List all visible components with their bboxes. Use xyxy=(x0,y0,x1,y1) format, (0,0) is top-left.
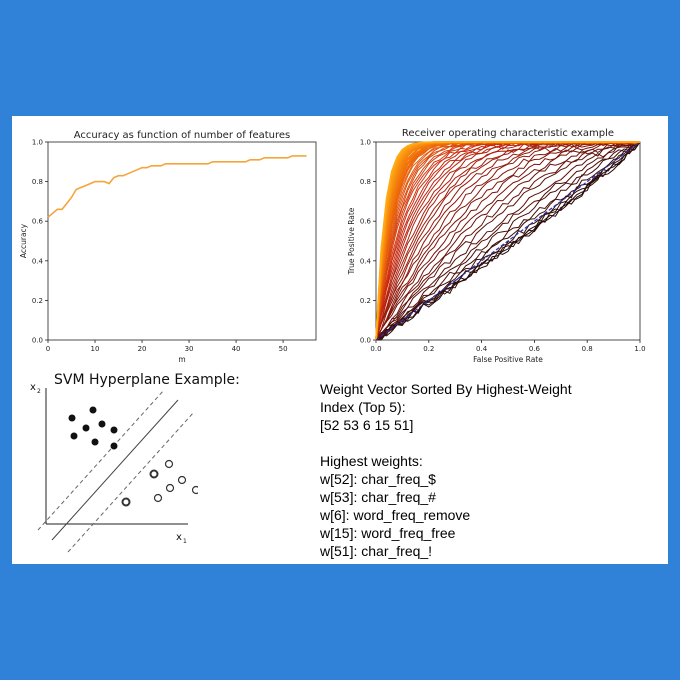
acc-x-tick-label: 40 xyxy=(232,345,241,353)
slide: Accuracy as function of number of featur… xyxy=(12,116,668,564)
roc-curve xyxy=(375,141,641,341)
roc-curve xyxy=(375,141,640,341)
roc-y-tick-label: 0.8 xyxy=(360,178,371,186)
acc-x-tick-label: 30 xyxy=(185,345,194,353)
hyperplane xyxy=(51,399,179,541)
roc-y-tick-label: 0.4 xyxy=(360,257,372,265)
roc-x-axis-label: False Positive Rate xyxy=(473,355,543,364)
roc-y-tick-label: 0.0 xyxy=(360,337,371,345)
acc-y-tick-label: 0.2 xyxy=(32,297,43,305)
acc-y-tick-label: 0.4 xyxy=(32,257,44,265)
roc-chart-title: Receiver operating characteristic exampl… xyxy=(401,128,615,139)
acc-x-tick-label: 0 xyxy=(46,345,50,353)
roc-curve xyxy=(375,141,641,341)
weights-subheading: Highest weights: xyxy=(320,453,423,469)
roc-x-tick-label: 0.4 xyxy=(476,345,488,353)
roc-curve xyxy=(375,141,641,341)
roc-curve xyxy=(375,141,640,341)
x1-axis-label: x xyxy=(176,532,182,543)
acc-y-tick-label: 1.0 xyxy=(32,139,43,147)
roc-curve xyxy=(375,141,641,341)
acc-x-tick-label: 10 xyxy=(91,345,100,353)
roc-chance-diagonal xyxy=(375,141,641,341)
x1-axis-sub: 1 xyxy=(183,538,187,545)
weights-panel: Weight Vector Sorted By Highest-Weight I… xyxy=(320,380,660,560)
roc-y-tick-label: 0.2 xyxy=(360,297,371,305)
roc-curve xyxy=(375,141,640,341)
acc-x-axis-label: m xyxy=(178,355,185,364)
acc-y-axis-label: Accuracy xyxy=(19,223,28,258)
roc-x-tick-label: 1.0 xyxy=(634,345,645,353)
acc-x-tick-label: 20 xyxy=(138,345,147,353)
svm-title: SVM Hyperplane Example: xyxy=(54,372,240,388)
margin-upper xyxy=(37,389,165,531)
acc-y-tick-label: 0.0 xyxy=(32,337,43,345)
roc-y-axis-label: True Positive Rate xyxy=(347,207,356,275)
roc-y-tick-label: 1.0 xyxy=(360,139,371,147)
class-open-points xyxy=(121,459,198,507)
weight-item: w[52]: char_freq_$ xyxy=(320,471,436,487)
roc-curve xyxy=(375,141,641,341)
x2-axis-label: x xyxy=(30,382,36,393)
roc-chart: 0.0 0.2 0.4 0.6 0.8 1.0 0.0 0.2 0.4 0.6 0.8 1.0 Fals… xyxy=(347,139,646,365)
weights-index-line: [52 53 6 15 51] xyxy=(320,417,414,433)
roc-x-tick-label: 0.8 xyxy=(582,345,593,353)
acc-y-tick-label: 0.8 xyxy=(32,178,43,186)
roc-x-tick-label: 0.6 xyxy=(529,345,541,353)
class-filled-points xyxy=(68,406,118,450)
accuracy-chart-title: Accuracy as function of number of featur… xyxy=(73,130,291,141)
roc-curve xyxy=(376,141,641,341)
acc-x-tick-label: 50 xyxy=(279,345,288,353)
margin-lower xyxy=(67,411,195,553)
accuracy-chart: 0 10 20 30 40 50 0.0 0.2 0.4 0.6 0.8 1.0 m Accuracy xyxy=(19,139,317,364)
weights-heading-line2: Index (Top 5): xyxy=(320,399,406,415)
weight-item: w[53]: char_freq_# xyxy=(320,489,436,505)
acc-plot-frame xyxy=(47,141,317,341)
roc-y-tick-label: 0.6 xyxy=(360,218,372,226)
roc-curve xyxy=(375,141,640,341)
weight-item: w[15]: word_freq_free xyxy=(320,525,456,541)
weight-item: w[6]: word_freq_remove xyxy=(320,507,471,523)
x2-axis-sub: 2 xyxy=(37,388,41,395)
accuracy-series-line xyxy=(47,155,307,218)
acc-y-tick-label: 0.6 xyxy=(32,218,44,226)
roc-x-tick-label: 0.2 xyxy=(423,345,434,353)
roc-x-tick-label: 0.0 xyxy=(370,345,381,353)
weight-item: w[51]: char_freq_! xyxy=(320,543,433,559)
svm-diagram: x 2 x 1 xyxy=(30,382,198,553)
roc-curve xyxy=(375,141,641,341)
weights-heading-line1: Weight Vector Sorted By Highest-Weight xyxy=(320,381,572,397)
